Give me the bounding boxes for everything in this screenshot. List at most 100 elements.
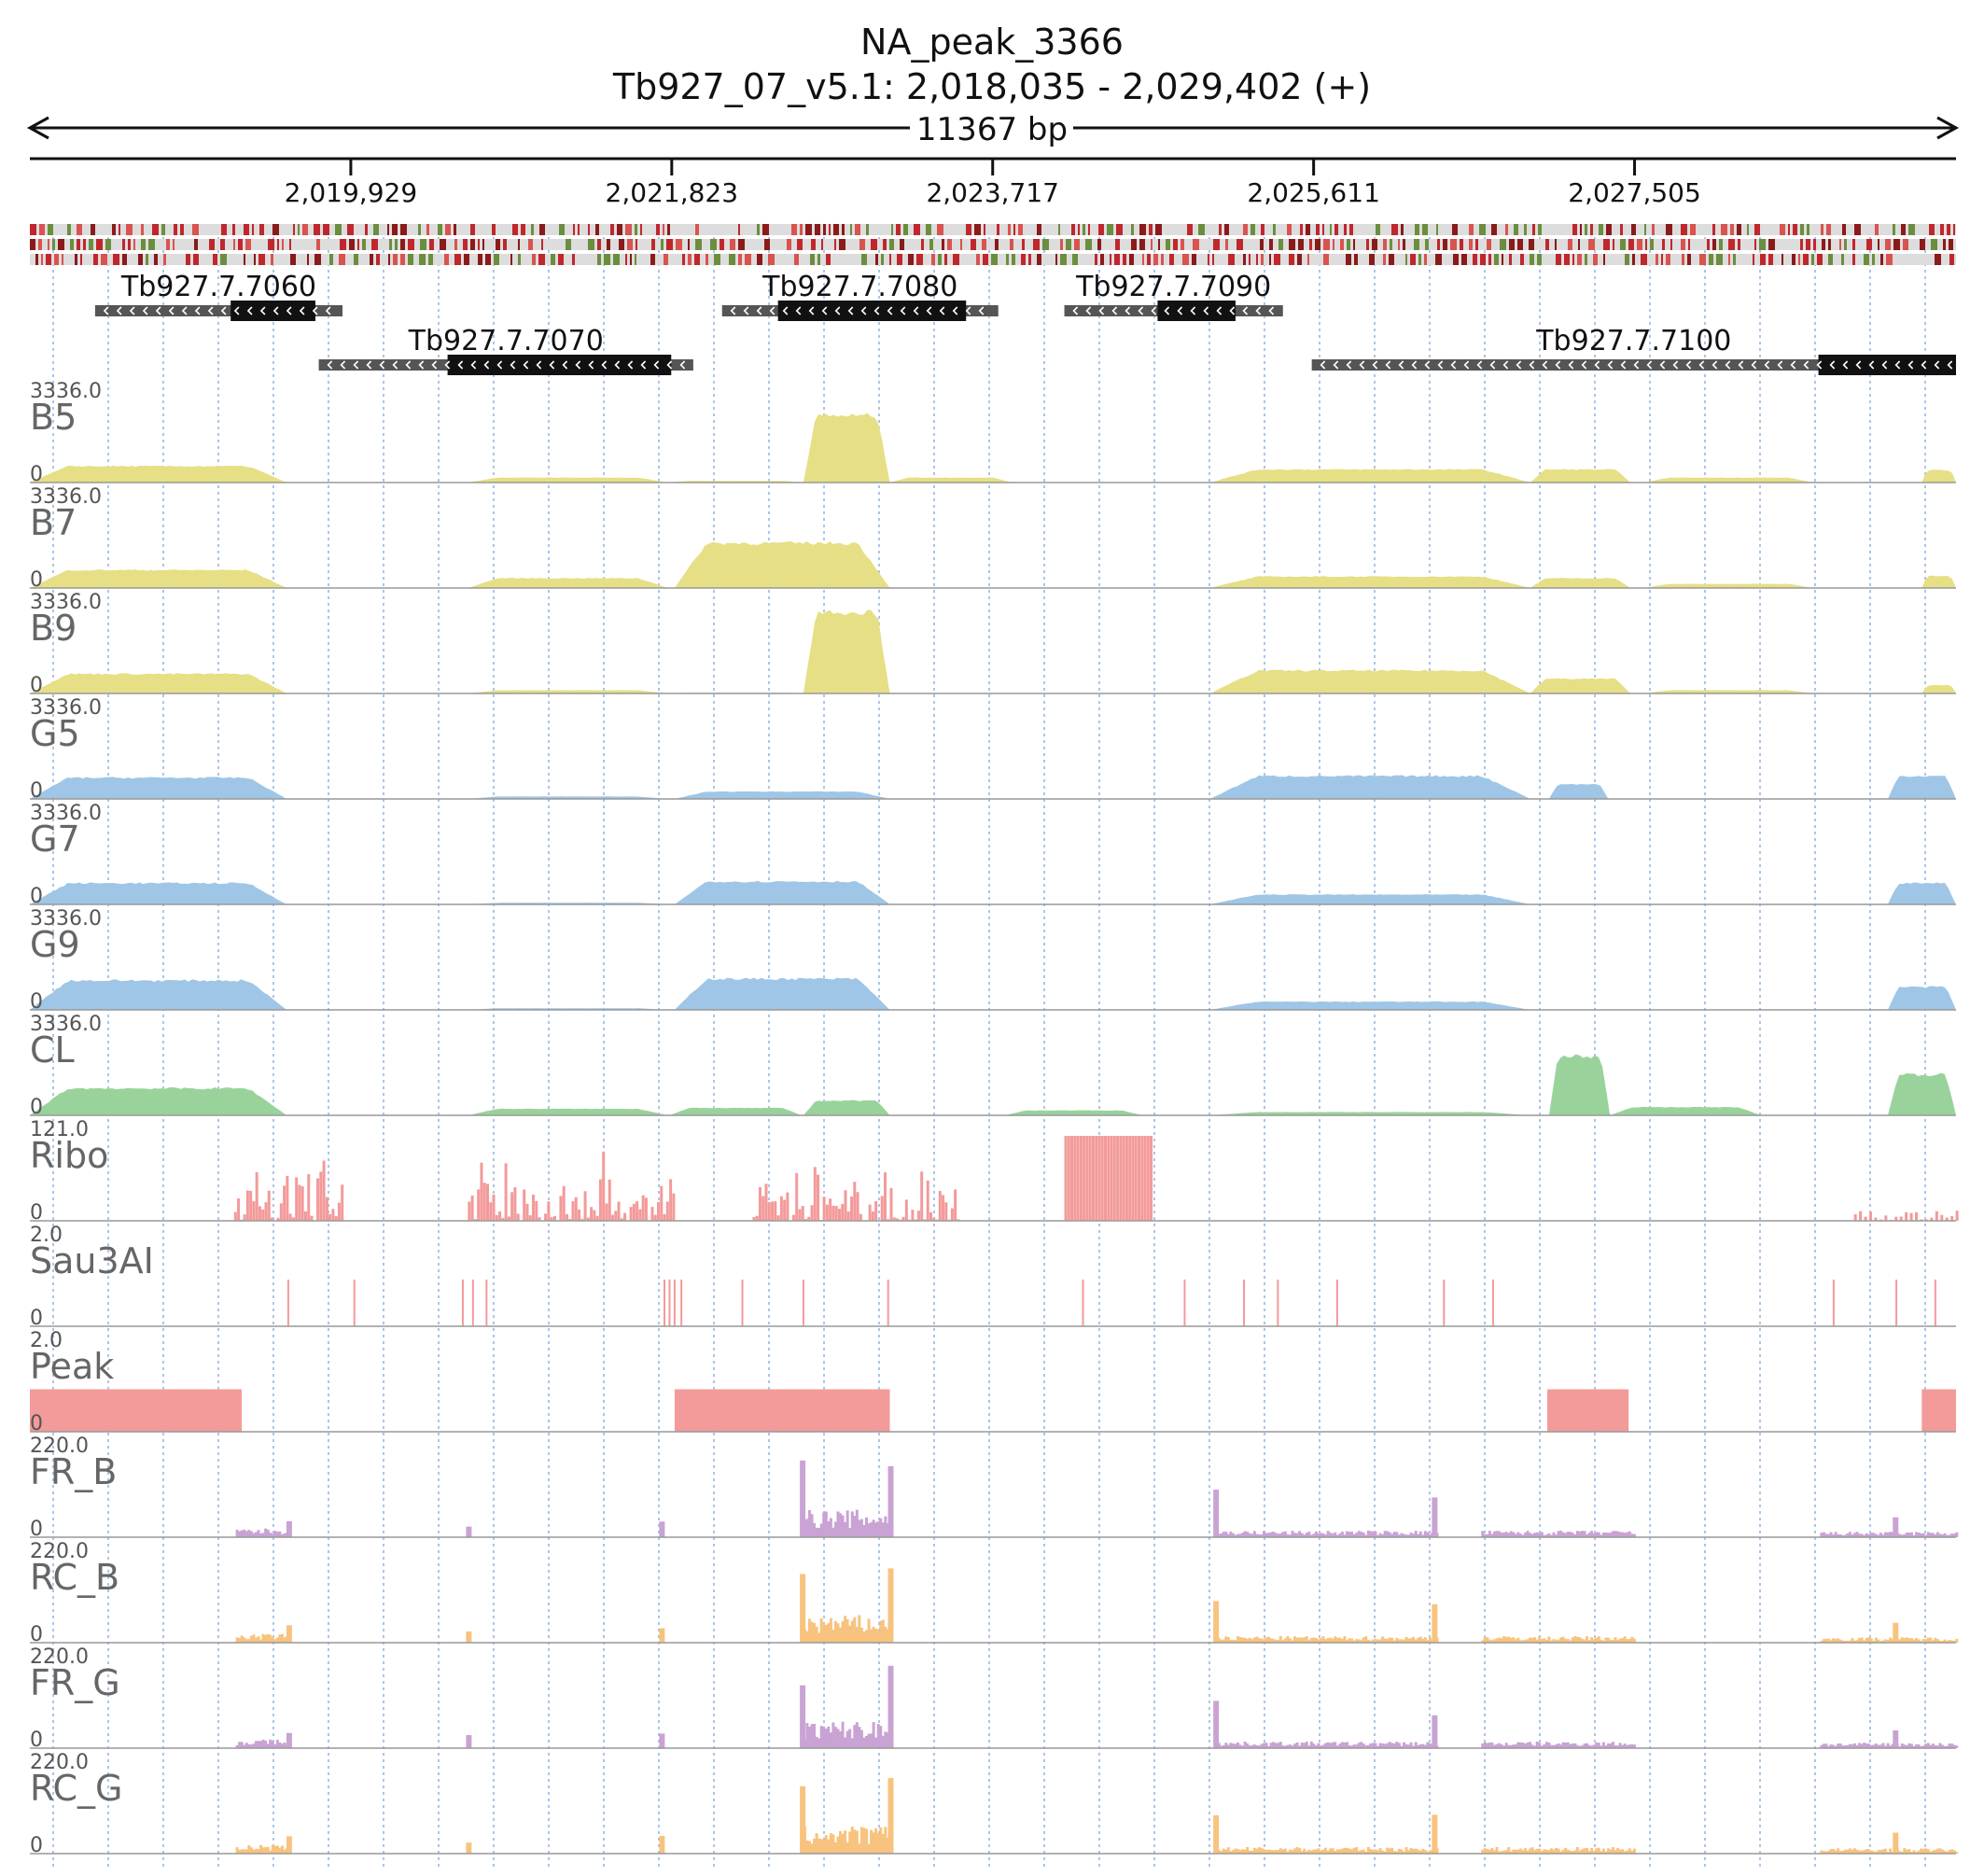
sequence-base	[209, 239, 215, 250]
read-end-bar	[864, 1735, 868, 1748]
sequence-base	[1625, 254, 1629, 265]
read-end-bar	[278, 1847, 282, 1854]
read-end-bar	[1616, 1640, 1620, 1643]
read-end-bar	[1352, 1640, 1356, 1643]
read-end-bar	[1623, 1533, 1627, 1537]
sequence-base	[1376, 224, 1380, 235]
read-end-bar	[1250, 1533, 1254, 1537]
ribo-bar	[547, 1201, 551, 1221]
sequence-base	[1585, 224, 1587, 235]
sequence-base	[1131, 239, 1137, 250]
sequence-base	[1107, 224, 1113, 235]
read-end-bar	[1395, 1742, 1399, 1748]
read-end-bar	[1604, 1637, 1608, 1643]
track-fr-b: 220.0FR_B0	[30, 1435, 1959, 1541]
strand-arrow-icon	[312, 306, 318, 315]
read-end-spike	[1213, 1814, 1220, 1854]
read-end-bar	[1884, 1532, 1888, 1537]
read-end-bar	[1837, 1743, 1840, 1748]
read-end-bar	[1348, 1532, 1351, 1537]
sequence-base	[1224, 224, 1229, 235]
sequence-base	[1661, 254, 1663, 265]
read-end-spike	[1213, 1490, 1220, 1537]
sequence-base	[1545, 239, 1549, 250]
read-end-bar	[807, 1727, 811, 1748]
read-end-bar	[822, 1512, 826, 1537]
read-end-bar	[1234, 1743, 1237, 1748]
read-end-bar	[1374, 1638, 1377, 1643]
read-end-bar	[1421, 1848, 1425, 1854]
read-end-bar	[1924, 1743, 1928, 1748]
ribo-bar	[871, 1211, 874, 1221]
ribo-bar	[779, 1196, 783, 1221]
peak-title: NA_peak_3366	[860, 21, 1124, 63]
track-max-label: 2.0	[30, 1224, 63, 1247]
read-end-bar	[1286, 1533, 1290, 1537]
read-end-bar	[1841, 1640, 1845, 1643]
ribo-bar	[550, 1217, 553, 1221]
read-end-bar	[1912, 1534, 1916, 1537]
read-end-bar	[1283, 1745, 1287, 1748]
track-fr-g: 220.0FR_G0	[30, 1645, 1959, 1752]
read-end-bar	[1575, 1846, 1579, 1854]
read-end-bar	[1295, 1742, 1299, 1748]
ribo-bar	[856, 1192, 859, 1221]
read-end-bar	[1286, 1851, 1290, 1854]
sequence-base	[1828, 239, 1831, 250]
sequence-base	[1273, 224, 1276, 235]
sequence-base	[1149, 224, 1153, 235]
read-end-bar	[1414, 1848, 1418, 1854]
read-end-spike	[1893, 1729, 1899, 1748]
read-end-bar	[1590, 1847, 1594, 1854]
read-end-bar	[1915, 1851, 1919, 1854]
sequence-base	[503, 239, 507, 250]
strand-arrow-icon	[103, 306, 109, 315]
read-end-bar	[1507, 1744, 1511, 1748]
read-end-bar	[240, 1849, 244, 1854]
sequence-base	[1520, 254, 1524, 265]
sequence-base	[335, 224, 342, 235]
sequence-base	[896, 224, 901, 235]
sequence-base	[1852, 239, 1855, 250]
read-end-bar	[1298, 1531, 1302, 1537]
read-end-bar	[1224, 1743, 1228, 1748]
ribo-bar	[255, 1171, 258, 1221]
read-end-bar	[1300, 1637, 1304, 1643]
sequence-base	[470, 224, 475, 235]
sequence-base	[268, 239, 274, 250]
ribo-bar	[1930, 1217, 1934, 1221]
read-end-bar	[1345, 1531, 1348, 1537]
read-end-bar	[1521, 1850, 1525, 1854]
read-end-bar	[1917, 1533, 1921, 1537]
read-end-bar	[264, 1741, 268, 1748]
sequence-base	[67, 224, 71, 235]
sequence-base	[1147, 254, 1151, 265]
read-end-bar	[1921, 1533, 1925, 1537]
strand-arrow-icon	[1947, 360, 1953, 370]
sequence-base	[983, 254, 988, 265]
read-end-bar	[881, 1619, 885, 1643]
read-end-bar	[813, 1522, 817, 1537]
read-end-bar	[1616, 1848, 1620, 1854]
read-end-bar	[1360, 1640, 1363, 1643]
read-end-bar	[1935, 1639, 1939, 1643]
sequence-base	[859, 239, 865, 250]
read-end-bar	[813, 1838, 817, 1854]
read-end-bar	[1486, 1637, 1489, 1643]
read-end-bar	[1300, 1851, 1304, 1854]
sequence-base	[365, 224, 368, 235]
sequence-base	[1737, 224, 1741, 235]
read-end-bar	[1483, 1533, 1487, 1537]
read-end-bar	[1400, 1639, 1404, 1643]
read-end-bar	[1281, 1745, 1285, 1748]
read-end-bar	[1837, 1848, 1840, 1854]
track-name-label: G9	[30, 924, 80, 965]
read-end-bar	[1418, 1743, 1422, 1748]
sequence-base	[651, 239, 655, 250]
ruler-tick-label: 2,019,929	[285, 177, 418, 208]
sequence-base	[512, 224, 518, 235]
sequence-base	[1347, 239, 1350, 250]
ribo-bar	[831, 1205, 835, 1221]
ribo-bar	[1935, 1211, 1938, 1221]
ribo-bar	[1140, 1136, 1144, 1221]
